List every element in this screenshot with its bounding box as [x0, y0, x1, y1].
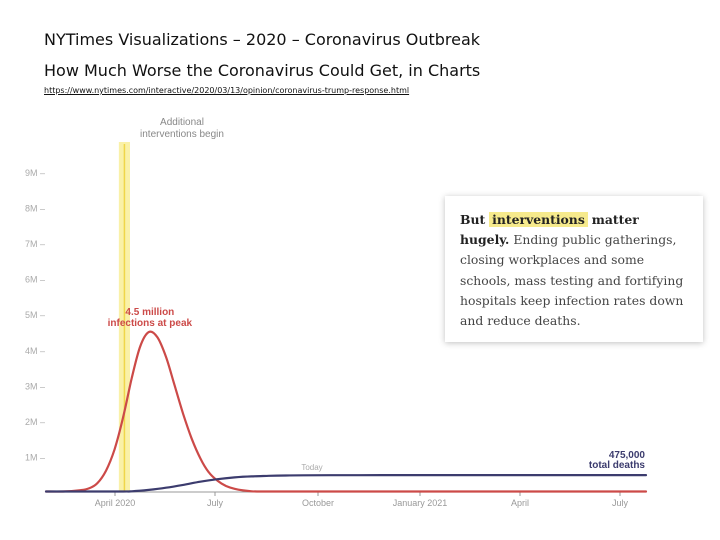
y-tick-label: 4M – — [25, 346, 45, 356]
callout-lead-suffix: matter hugely. — [460, 212, 639, 248]
y-tick-label: 6M – — [25, 275, 45, 285]
deaths-annotation-value: 475,000 — [609, 450, 646, 461]
callout-box: But interventions matter hugely. Ending … — [445, 196, 703, 342]
slide-subtitle: How Much Worse the Coronavirus Could Get… — [44, 61, 481, 80]
callout-lead-prefix: But — [460, 212, 486, 227]
intervention-label-line2: interventions begin — [140, 129, 224, 140]
y-tick-label: 2M – — [25, 417, 45, 427]
today-annotation: Today — [301, 463, 322, 472]
y-tick-label: 8M – — [25, 204, 45, 214]
x-tick-label: October — [302, 498, 334, 508]
peak-annotation-label: infections at peak — [108, 318, 193, 329]
y-tick-label: 5M – — [25, 310, 45, 320]
x-tick-label: July — [612, 498, 629, 508]
x-tick-label: January 2021 — [393, 498, 448, 508]
x-tick-label: July — [207, 498, 224, 508]
series-deaths-line — [44, 473, 648, 493]
peak-annotation-value: 4.5 million — [125, 307, 174, 318]
series-infections-line — [44, 330, 648, 493]
intervention-label-line1: Additional — [160, 117, 204, 128]
deaths-annotation-label: total deaths — [589, 460, 646, 471]
y-tick-label: 9M – — [25, 168, 45, 178]
callout-body: Ending public gatherings, closing workpl… — [460, 232, 684, 329]
x-tick-label: April 2020 — [95, 498, 136, 508]
slide-title: NYTimes Visualizations – 2020 – Coronavi… — [44, 30, 481, 49]
x-tick-label: April — [511, 498, 529, 508]
y-tick-label: 7M – — [25, 239, 45, 249]
y-tick-label: 3M – — [25, 381, 45, 391]
source-link[interactable]: https://www.nytimes.com/interactive/2020… — [44, 86, 410, 95]
y-tick-label: 1M – — [25, 452, 45, 462]
callout-highlight: interventions — [489, 212, 588, 227]
